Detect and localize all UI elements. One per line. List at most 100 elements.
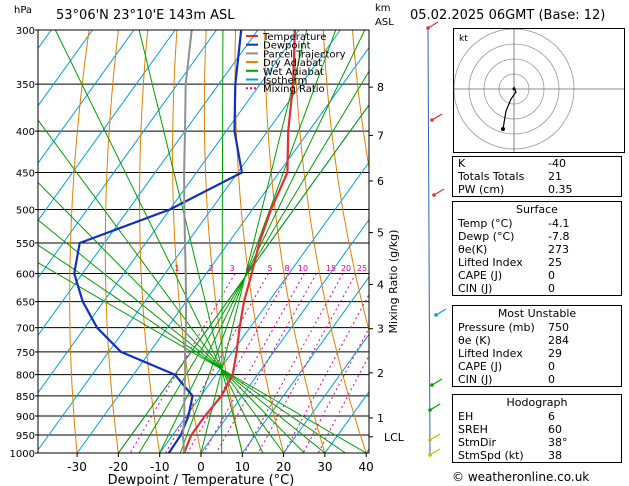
- mu-key: CAPE (J): [458, 360, 503, 373]
- temperature-tick-label: 10: [235, 460, 250, 474]
- surface-title: Surface: [516, 203, 558, 216]
- mixing-ratio-line: [317, 354, 369, 453]
- wind-barb-dot: [432, 193, 436, 197]
- index-value: 21: [548, 170, 562, 183]
- most-unstable-table: Most Unstable Pressure (mb) 750 θe (K) 284…: [452, 305, 622, 387]
- dewpoint-line: [73, 30, 244, 453]
- pressure-tick-label: 800: [16, 371, 35, 382]
- legend-label: Mixing Ratio: [263, 84, 325, 95]
- km-tick-label: 2: [377, 367, 384, 380]
- plot-frame: [37, 29, 370, 454]
- mixing-ratio-axis-label: Mixing Ratio (g/kg): [387, 230, 400, 334]
- copyright-footer: © weatheronline.co.uk: [452, 470, 590, 484]
- mixing-ratio-label: 3: [229, 264, 234, 273]
- isotherm-line: [241, 276, 369, 453]
- wet-adiabat-line: [38, 219, 326, 453]
- pressure-tick-label: 750: [16, 348, 35, 359]
- index-value: 0.35: [548, 183, 573, 196]
- pressure-tick-label: 650: [16, 298, 35, 309]
- wet-adiabat-line: [221, 30, 224, 453]
- isotherm-line: [38, 30, 300, 394]
- wind-barb-dot: [430, 383, 434, 387]
- index-key: PW (cm): [458, 183, 505, 196]
- hodo-value: 38: [548, 449, 562, 462]
- wind-barb: [433, 188, 445, 196]
- wind-barb-dot: [434, 313, 438, 317]
- surface-table: Surface Temp (°C) -4.1 Dewp (°C) -7.8 θe(K…: [452, 201, 622, 296]
- pressure-tick-label: 550: [16, 239, 35, 250]
- index-key: Totals Totals: [458, 170, 525, 183]
- legend-label: Temperature: [262, 32, 326, 43]
- wind-barb: [429, 448, 441, 456]
- hodograph-origin: [512, 87, 516, 91]
- wind-profile-line: [427, 27, 431, 456]
- surface-value: -7.8: [548, 230, 570, 243]
- surface-value: 273: [548, 243, 569, 256]
- wind-barb-dot: [430, 118, 434, 122]
- km-tick-label: LCL: [384, 431, 405, 444]
- temperature-tick-label: 30: [317, 460, 332, 474]
- isotherm-line: [283, 333, 369, 453]
- wind-barb: [435, 308, 447, 316]
- dry-adiabat-line: [203, 30, 243, 453]
- pressure-tick-label: 350: [16, 80, 35, 91]
- pressure-tick-label: 1000: [10, 449, 35, 460]
- pressure-tick-label: 500: [16, 205, 35, 216]
- legend-label: Dewpoint: [263, 41, 311, 52]
- surface-value: 25: [548, 256, 562, 269]
- pressure-tick-label: 950: [16, 431, 35, 442]
- wet-adiabat-line: [54, 30, 264, 453]
- wind-barb-dot: [428, 408, 432, 412]
- mixing-ratio-label: 2: [208, 264, 213, 273]
- surface-value: -4.1: [548, 217, 570, 230]
- hpa-axis-label: hPa: [14, 5, 33, 16]
- dry-adiabat-line: [352, 30, 369, 171]
- surface-key: Lifted Index: [458, 256, 523, 269]
- hodograph-kt-label: kt: [459, 34, 468, 44]
- pressure-tick-label: 600: [16, 270, 35, 281]
- dry-adiabat-line: [104, 30, 119, 453]
- mixing-ratio-label: 4: [245, 264, 250, 273]
- pressure-tick-label: 300: [16, 26, 35, 37]
- isotherm-line: [38, 30, 176, 222]
- legend-label: Wet Adiabat: [263, 67, 324, 78]
- wind-barb-dot: [426, 26, 430, 30]
- wet-adiabat-line: [117, 104, 369, 453]
- wet-adiabat-line: [38, 119, 285, 453]
- temperature-line: [183, 30, 296, 453]
- pressure-tick-label: 400: [16, 127, 35, 138]
- most-unstable-title: Most Unstable: [497, 307, 577, 320]
- mixing-ratio-label: 1: [174, 264, 179, 273]
- dry-adiabat-line: [293, 30, 367, 453]
- surface-key: θe(K): [458, 243, 488, 256]
- hodo-value: 60: [548, 423, 562, 436]
- isotherm-line: [38, 30, 135, 164]
- legend-label: Parcel Trajectory: [263, 49, 346, 60]
- wet-adiabat-line: [38, 262, 367, 453]
- index-row-pw: PW (cm) 0.35: [453, 183, 621, 196]
- km-tick-label: 4: [377, 278, 384, 291]
- index-row-k: K -40: [453, 157, 621, 170]
- mu-key: CIN (J): [458, 373, 493, 386]
- wind-barb: [427, 21, 439, 29]
- wind-barb: [429, 403, 441, 411]
- surface-key: Temp (°C): [458, 217, 513, 230]
- mixing-ratio-label: 15: [326, 264, 336, 273]
- wet-adiabat-line: [138, 70, 369, 453]
- parcel-trajectory-line: [181, 30, 193, 453]
- hodograph-title: Hodograph: [506, 396, 568, 409]
- mixing-ratio-label: 8: [284, 264, 289, 273]
- mu-key: Pressure (mb): [458, 321, 535, 334]
- wind-barb-dot: [428, 453, 432, 457]
- mixing-ratio-line: [215, 273, 317, 453]
- mu-key: θe (K): [458, 334, 491, 347]
- asl-axis-label: ASL: [375, 17, 394, 28]
- surface-key: CIN (J): [458, 282, 493, 295]
- pressure-tick-label: 900: [16, 412, 35, 423]
- dry-adiabat-line: [139, 30, 161, 453]
- isotherm-line: [159, 161, 369, 453]
- hodo-value: 6: [548, 410, 555, 423]
- mixing-ratio-line: [257, 273, 357, 453]
- location-title: 53°06'N 23°10'E 143m ASL: [56, 8, 235, 23]
- hodo-key: StmDir: [458, 436, 497, 449]
